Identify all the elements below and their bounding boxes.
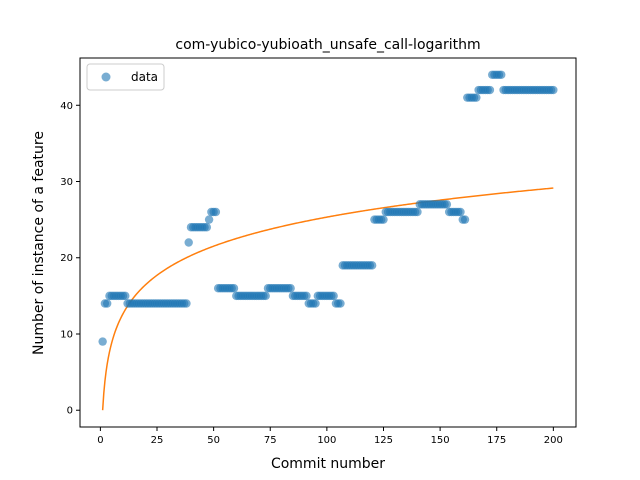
- data-point: [460, 215, 470, 224]
- data-point: [302, 291, 311, 301]
- y-tick-label: 20: [60, 253, 73, 264]
- data-point: [204, 215, 214, 224]
- legend-label-data: data: [131, 70, 158, 84]
- plot-area: [98, 70, 558, 411]
- x-tick-label: 0: [97, 435, 103, 446]
- data-point: [229, 284, 239, 293]
- data-point: [549, 85, 558, 95]
- data-point: [367, 261, 377, 270]
- x-axis-label: Commit number: [271, 456, 385, 472]
- x-tick-label: 50: [207, 435, 220, 446]
- data-point: [102, 299, 112, 308]
- y-tick-label: 30: [60, 177, 73, 188]
- data-point: [311, 299, 320, 308]
- y-axis-label: Number of instance of a feature: [31, 131, 47, 355]
- legend: data: [86, 63, 165, 91]
- y-tick-label: 10: [60, 329, 73, 340]
- data-point: [456, 207, 465, 217]
- data-point: [261, 291, 270, 301]
- x-axis: 0 25 50 75 100 125 150 175 200: [97, 427, 563, 446]
- data-point: [202, 223, 212, 232]
- data-point: [184, 238, 193, 247]
- data-point: [121, 291, 130, 301]
- data-point: [472, 93, 481, 102]
- x-tick-label: 175: [487, 435, 506, 446]
- y-axis: 0 10 20 30 40: [60, 101, 80, 417]
- x-tick-label: 25: [151, 435, 164, 446]
- x-tick-label: 200: [544, 435, 563, 446]
- data-point: [286, 284, 295, 293]
- data-point: [329, 291, 338, 301]
- x-tick-label: 125: [374, 435, 393, 446]
- data-point: [413, 207, 422, 217]
- legend-marker-data: [101, 72, 111, 82]
- data-point: [379, 215, 388, 224]
- y-tick-label: 0: [67, 406, 73, 417]
- legend-box: [86, 63, 165, 91]
- chart-title: com-yubico-yubioath_unsafe_call-logarith…: [175, 37, 480, 53]
- data-point: [485, 85, 495, 95]
- data-point: [497, 70, 506, 79]
- data-point: [442, 200, 452, 209]
- data-point: [98, 337, 107, 346]
- x-tick-label: 150: [431, 435, 450, 446]
- y-tick-label: 40: [60, 101, 73, 112]
- fit-line: [101, 187, 554, 411]
- plot-frame: [79, 57, 577, 428]
- x-tick-label: 75: [264, 435, 277, 446]
- data-point: [336, 299, 345, 308]
- x-tick-label: 100: [317, 435, 336, 446]
- data-point: [211, 207, 221, 217]
- data-point: [182, 299, 191, 308]
